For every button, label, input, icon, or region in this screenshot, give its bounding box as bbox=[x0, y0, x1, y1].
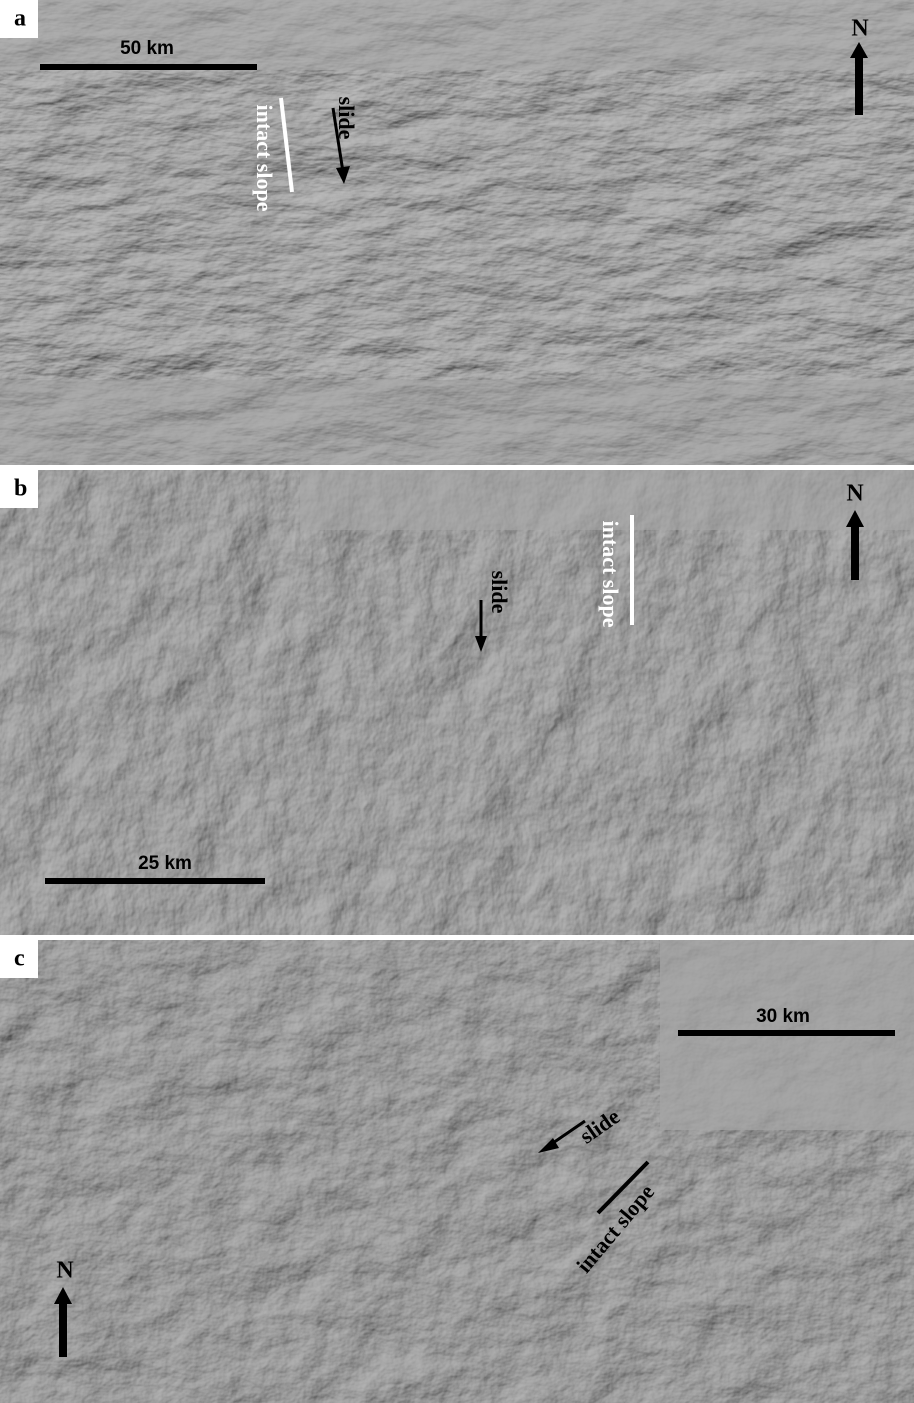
scale-label: 25 km bbox=[138, 853, 192, 874]
north-label: N bbox=[851, 16, 869, 42]
panel-b: b N slide intact slope 25 km bbox=[0, 470, 914, 935]
north-label: N bbox=[846, 481, 864, 507]
panel-a: a 50 km N intact slope slide bbox=[0, 0, 914, 465]
north-label: N bbox=[56, 1258, 74, 1284]
intact-slope-label: intact slope bbox=[598, 521, 623, 628]
panel-label: c bbox=[14, 946, 25, 972]
panel-label: a bbox=[14, 6, 26, 32]
panel-c: c 30 km slide intact slope N bbox=[0, 940, 914, 1403]
intact-slope-label: intact slope bbox=[252, 105, 277, 212]
scale-label: 50 km bbox=[120, 38, 174, 59]
scale-label: 30 km bbox=[756, 1006, 810, 1027]
panel-label: b bbox=[14, 476, 27, 502]
figure: a 50 km N intact slope slide b N slide i… bbox=[0, 0, 914, 1403]
slide-label: slide bbox=[487, 571, 512, 614]
